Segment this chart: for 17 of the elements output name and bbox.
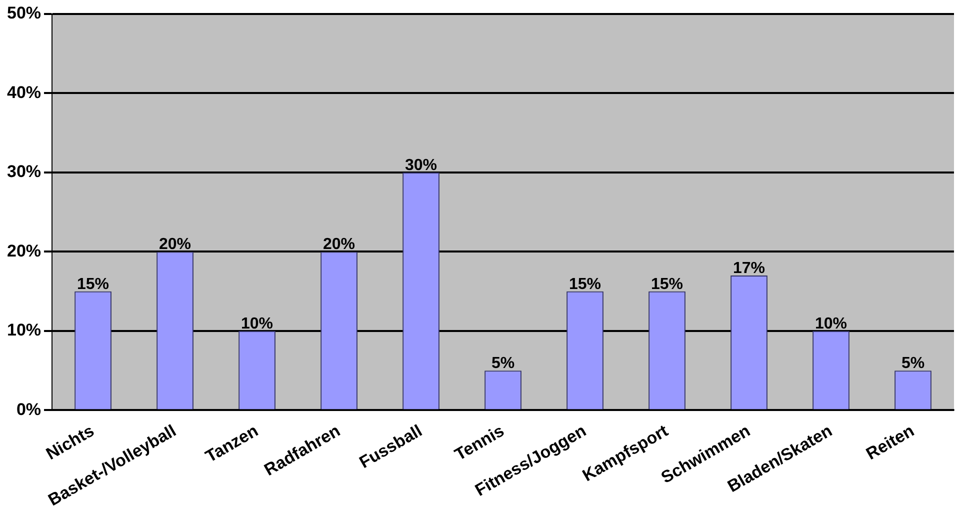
y-tick-label: 30% <box>6 162 42 182</box>
y-tick-label: 10% <box>6 320 42 340</box>
y-tick-label: 0% <box>16 400 42 419</box>
data-label: 5% <box>901 354 925 372</box>
data-label: 30% <box>405 156 438 174</box>
data-label: 20% <box>323 236 356 254</box>
y-tick-label: 20% <box>6 241 42 260</box>
data-label: 15% <box>77 276 110 293</box>
y-tick-label: 50% <box>6 4 42 23</box>
data-label: 10% <box>814 315 848 332</box>
data-label: 10% <box>241 315 274 332</box>
y-tick-label: 40% <box>6 82 42 102</box>
data-label: 20% <box>159 236 192 254</box>
data-label: 15% <box>650 276 684 293</box>
data-label: 17% <box>732 260 766 277</box>
data-label: 5% <box>491 354 515 372</box>
data-label: 15% <box>568 276 602 293</box>
